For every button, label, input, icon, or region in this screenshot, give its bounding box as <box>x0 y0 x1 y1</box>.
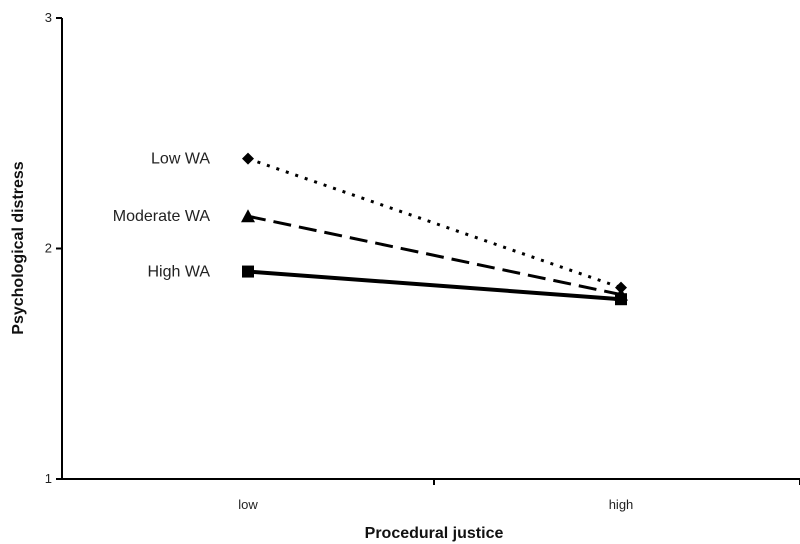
y-tick-label: 1 <box>45 471 52 486</box>
series-label-high-wa: High WA <box>147 264 210 281</box>
x-ticks: low high <box>238 479 800 512</box>
y-tick-label: 3 <box>45 10 52 25</box>
y-ticks: 1 2 3 <box>45 10 62 486</box>
x-tick-label: low <box>238 497 258 512</box>
series-labels: Low WA Moderate WA High WA <box>113 151 211 281</box>
data-point-low-wa-low <box>242 152 254 165</box>
x-axis-title: Procedural justice <box>365 525 504 542</box>
series-line-low-wa <box>247 157 622 290</box>
series-markers <box>241 152 628 306</box>
series-line-high-wa <box>247 269 622 302</box>
y-tick-label: 2 <box>45 241 52 256</box>
series-label-low-wa: Low WA <box>151 151 210 168</box>
y-axis-title: Psychological distress <box>10 161 27 335</box>
x-tick-label: high <box>609 497 634 512</box>
series-lines <box>247 157 622 302</box>
series-label-moderate-wa: Moderate WA <box>113 208 211 225</box>
data-point-high-wa-high <box>615 293 627 306</box>
series-line-moderate-wa <box>247 214 622 297</box>
data-point-moderate-wa-low <box>241 209 255 223</box>
axes <box>61 18 800 480</box>
data-point-high-wa-low <box>242 265 254 278</box>
